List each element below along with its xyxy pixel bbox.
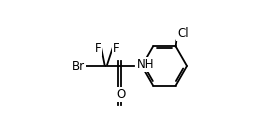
Text: F: F (113, 42, 120, 55)
Text: F: F (95, 42, 101, 55)
Text: O: O (117, 88, 126, 101)
Text: Cl: Cl (177, 27, 189, 40)
Text: NH: NH (137, 58, 154, 71)
Text: Br: Br (72, 60, 85, 72)
